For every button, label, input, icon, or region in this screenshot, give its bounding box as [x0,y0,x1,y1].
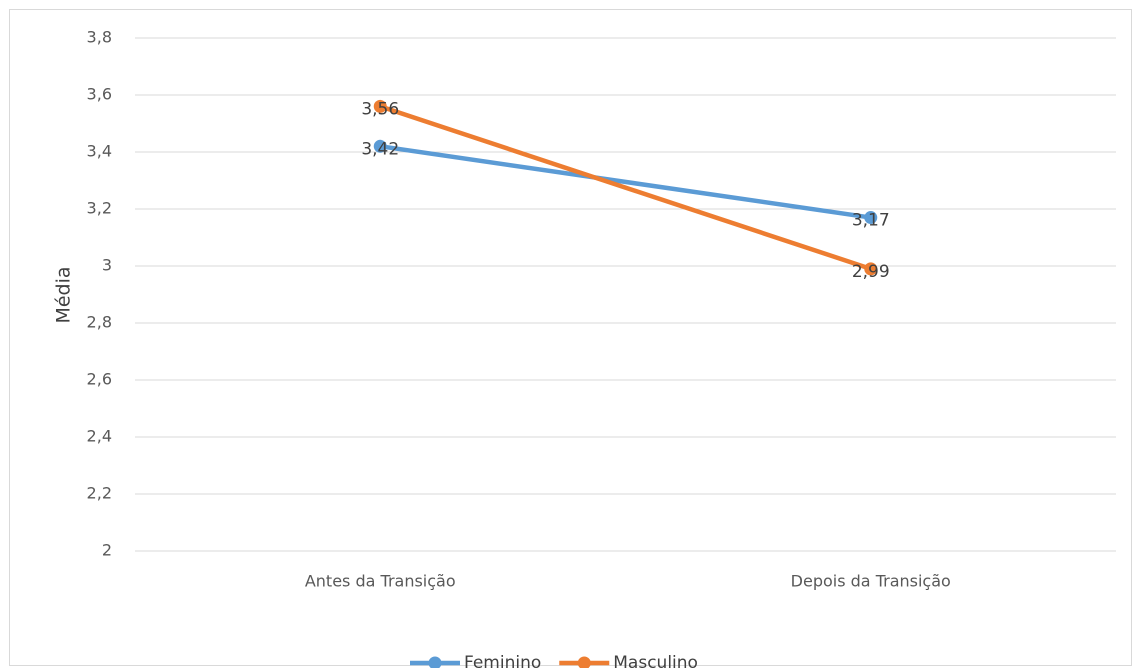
y-axis-label: Média [53,266,75,323]
series-line [378,104,873,272]
data-label: 3,56 [361,99,399,119]
x-tick-label: Depois da Transição [791,572,951,591]
data-label: 3,42 [361,139,399,159]
y-tick-label: 2,2 [87,484,112,503]
legend-label: Masculino [613,653,698,668]
series-line [378,144,873,220]
y-tick-label: 3,4 [87,142,112,161]
legend-marker [577,656,591,670]
legend-marker [428,656,442,670]
x-tick-label: Antes da Transição [305,572,456,591]
y-tick-label: 2,6 [87,370,112,389]
chart-border [9,9,1132,666]
data-label: 2,99 [852,262,890,282]
data-point [373,99,387,113]
data-point [864,262,878,276]
data-label: 3,17 [852,211,890,231]
y-tick-label: 2,8 [87,313,112,332]
y-tick-label: 3,8 [87,28,112,47]
y-tick-label: 3,2 [87,199,112,218]
y-tick-label: 3,6 [87,85,112,104]
y-tick-label: 2 [102,541,112,560]
data-point [373,139,387,153]
y-tick-label: 3 [102,256,112,275]
data-point [864,211,878,225]
legend-label: Feminino [464,653,541,668]
y-tick-label: 2,4 [87,427,112,446]
